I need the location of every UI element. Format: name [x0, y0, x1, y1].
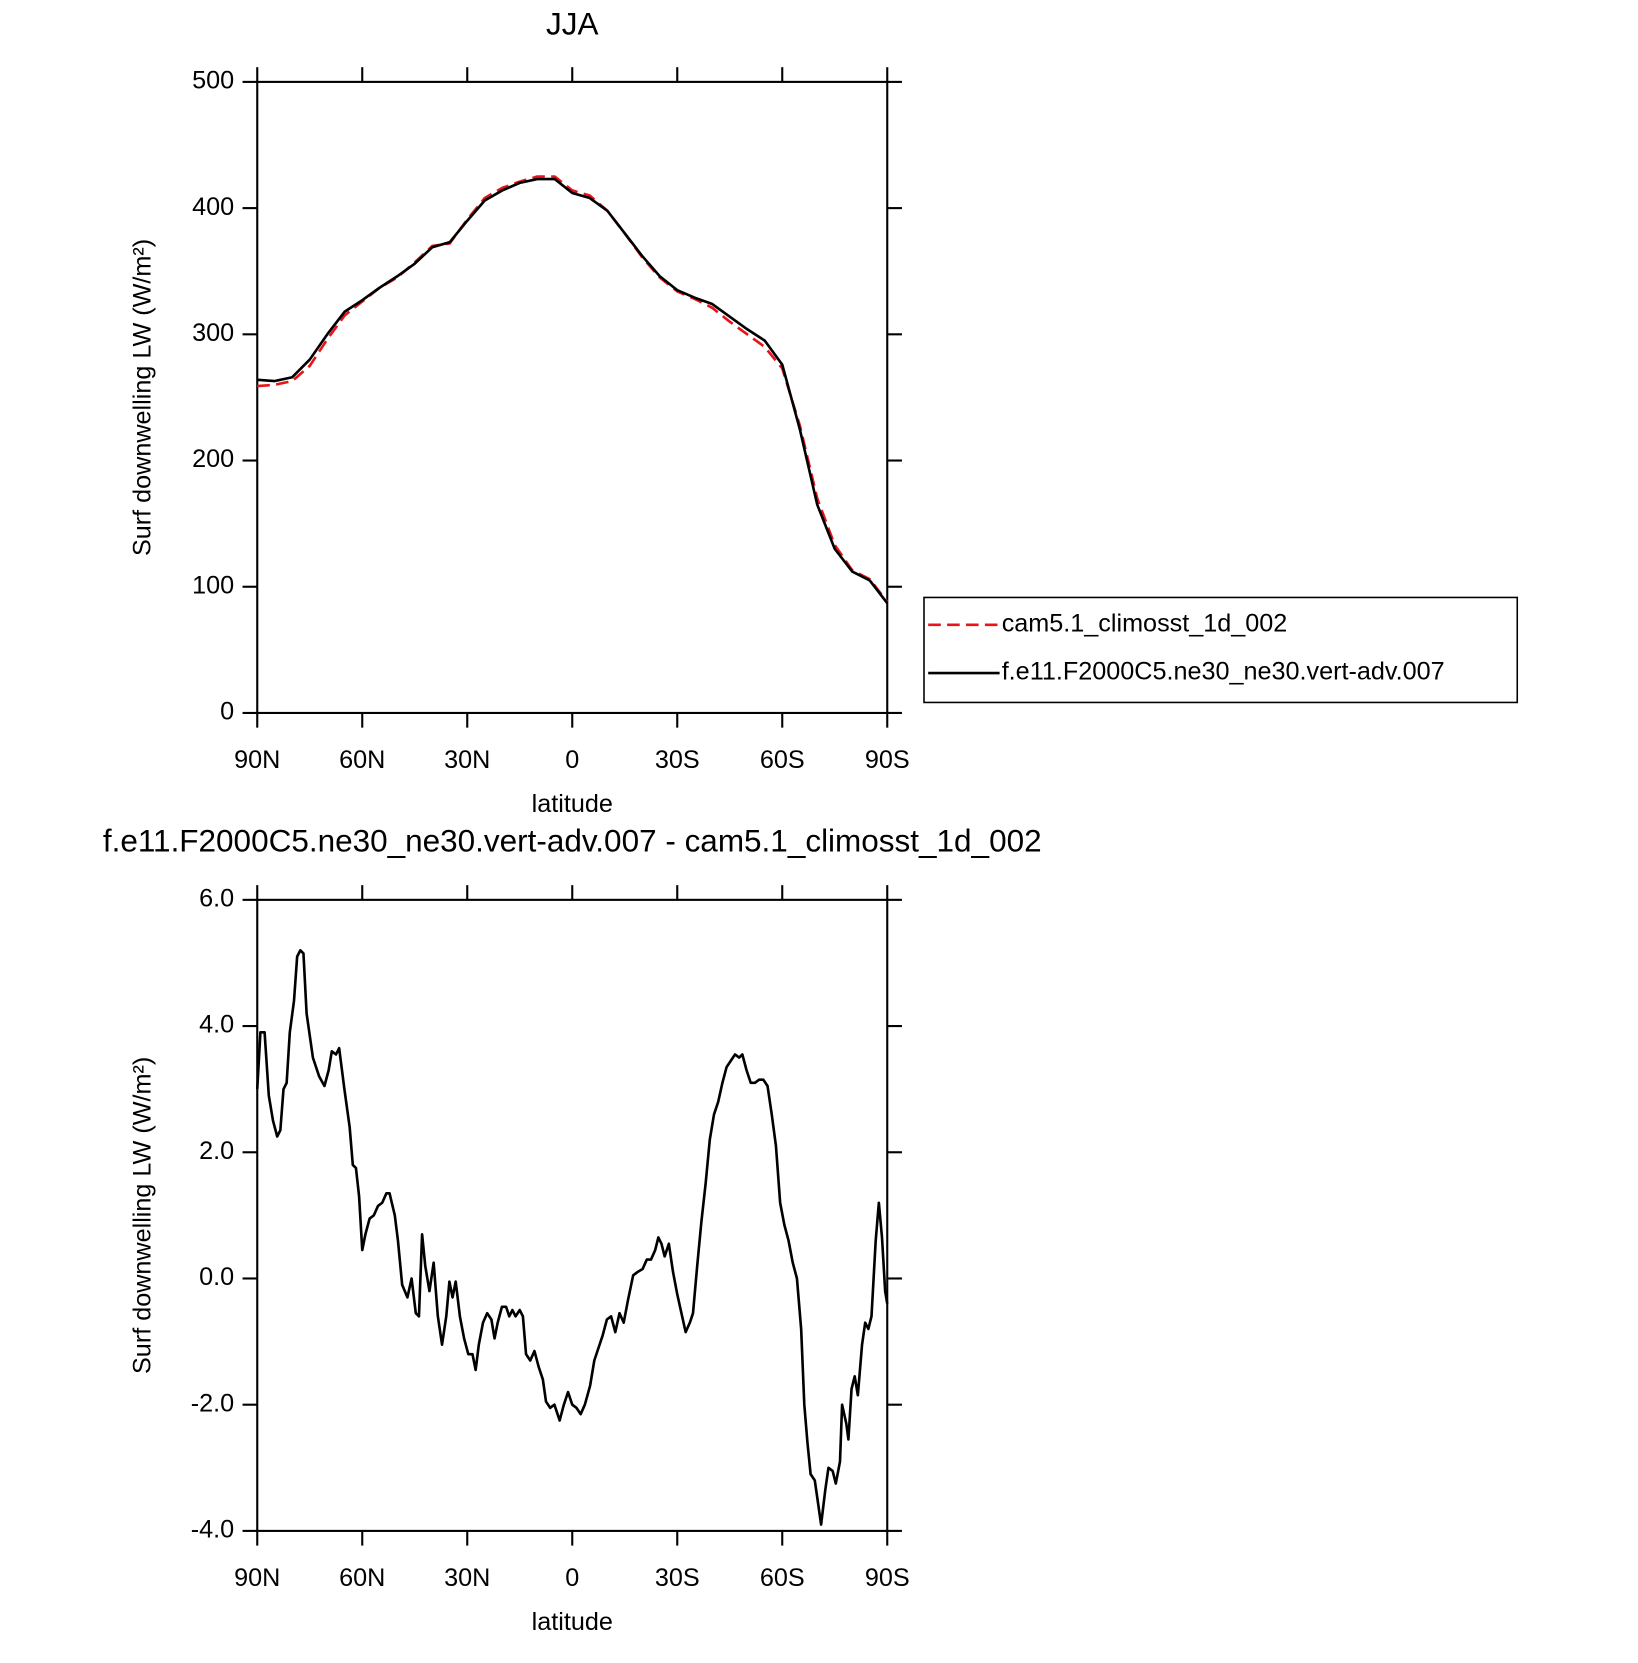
- plot-frame: [256, 80, 889, 714]
- x-axis-label: latitude: [532, 790, 613, 818]
- x-tick-label: 30S: [655, 746, 700, 774]
- legend-label: f.e11.F2000C5.ne30_ne30.vert-adv.007: [1002, 658, 1445, 686]
- x-tick-label: 30N: [444, 1564, 490, 1592]
- x-tick-label: 0: [565, 1564, 579, 1592]
- y-tick-label: 0: [220, 698, 234, 726]
- y-tick-label: 4.0: [199, 1011, 234, 1039]
- x-tick-label: 30S: [655, 1564, 700, 1592]
- plot-frame: [256, 898, 889, 1532]
- x-tick-label: 90N: [234, 1564, 280, 1592]
- y-tick-label: -4.0: [191, 1516, 234, 1544]
- chart-title: f.e11.F2000C5.ne30_ne30.vert-adv.007 - c…: [103, 822, 1042, 858]
- chart-title: JJA: [546, 6, 598, 42]
- legend-box: [923, 596, 1519, 704]
- y-tick-label: 6.0: [199, 885, 234, 913]
- data-line: [257, 175, 889, 603]
- chart-root: JJA latitude Surf downwelling LW (W/m²) 0 10…: [103, 6, 1519, 1636]
- data-line: [255, 949, 889, 1526]
- data-line: [257, 177, 889, 604]
- x-tick-label: 30N: [444, 746, 490, 774]
- x-tick-label: 60S: [760, 746, 805, 774]
- y-axis-label: Surf downwelling LW (W/m²): [129, 239, 157, 556]
- x-axis-label: latitude: [532, 1608, 613, 1636]
- y-tick-label: 500: [192, 67, 234, 95]
- x-tick-label: 90N: [234, 746, 280, 774]
- legend-label: cam5.1_climosst_1d_002: [1002, 609, 1288, 637]
- x-tick-label: 60N: [339, 746, 385, 774]
- y-tick-label: 100: [192, 571, 234, 599]
- y-tick-label: -2.0: [191, 1389, 234, 1417]
- x-tick-label: 90S: [865, 1564, 910, 1592]
- y-tick-label: 400: [192, 193, 234, 221]
- x-tick-label: 60S: [760, 1564, 805, 1592]
- x-tick-label: 90S: [865, 746, 910, 774]
- y-tick-label: 2.0: [199, 1137, 234, 1165]
- x-tick-label: 60N: [339, 1564, 385, 1592]
- y-tick-label: 300: [192, 319, 234, 347]
- x-tick-label: 0: [565, 746, 579, 774]
- y-tick-label: 0.0: [199, 1263, 234, 1291]
- y-tick-label: 200: [192, 445, 234, 473]
- y-axis-label: Surf downwelling LW (W/m²): [129, 1057, 157, 1374]
